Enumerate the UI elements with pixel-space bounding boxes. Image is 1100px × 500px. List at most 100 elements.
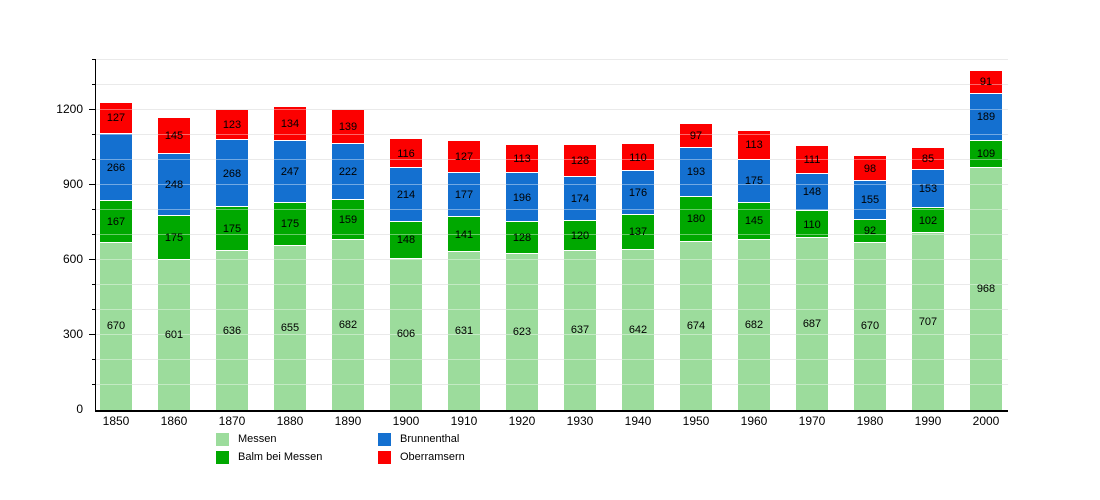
bar-value-label: 141 <box>454 228 474 241</box>
bar-segment-oberramsern-1930 <box>564 145 596 178</box>
gridline-overlay <box>96 309 1008 310</box>
bar-value-label: 631 <box>454 325 474 338</box>
y-axis-tick <box>92 84 96 85</box>
bar-segment-oberramsern-1920 <box>506 145 538 174</box>
bar-value-label: 176 <box>628 187 648 200</box>
x-axis-label: 1900 <box>392 414 420 428</box>
bar-segment-balm-bei-messen-1930 <box>564 220 596 251</box>
gridline-overlay <box>96 234 1008 235</box>
gridline-overlay <box>96 384 1008 385</box>
gridline-overlay <box>96 284 1008 285</box>
gridline <box>96 234 1008 235</box>
gridline <box>96 334 1008 335</box>
legend-item-oberramsern: Oberramsern <box>378 450 465 464</box>
legend-label-balm-bei-messen: Balm bei Messen <box>238 451 323 463</box>
y-axis-tick <box>89 334 96 335</box>
bar-segment-messen-1910 <box>448 252 480 410</box>
bar-segment-messen-1930 <box>564 250 596 410</box>
legend-swatch-brunnenthal <box>378 432 391 446</box>
bar-value-label: 139 <box>338 120 358 133</box>
x-axis-label: 1960 <box>740 414 768 428</box>
bar-value-label: 196 <box>512 191 532 204</box>
y-axis-label: 300 <box>62 327 83 341</box>
bar-value-label: 642 <box>628 323 648 336</box>
bar-value-label: 137 <box>628 226 648 239</box>
x-axis-label: 1940 <box>624 414 652 428</box>
bar-segment-brunnenthal-1970 <box>796 173 828 211</box>
bar-segment-messen-1980 <box>854 242 886 410</box>
x-axis-label: 1870 <box>218 414 246 428</box>
bar-segment-balm-bei-messen-1950 <box>680 196 712 242</box>
bar-segment-oberramsern-1880 <box>274 107 306 141</box>
y-axis-tick <box>89 109 96 110</box>
bar-segment-oberramsern-1980 <box>854 156 886 181</box>
legend-label-messen: Messen <box>238 433 277 445</box>
bar-value-label: 682 <box>338 318 358 331</box>
legend-swatch-oberramsern <box>378 450 391 464</box>
gridline-overlay <box>96 209 1008 210</box>
y-axis-label: 900 <box>62 177 83 191</box>
bar-value-label: 175 <box>744 175 764 188</box>
bar-segment-brunnenthal-1920 <box>506 173 538 223</box>
legend-item-messen: Messen <box>216 432 378 446</box>
bar-value-label: 155 <box>860 194 880 207</box>
plot-area: 670 167 266 127 601 175 248 145 636 175 268 123 655 1… <box>94 59 1008 412</box>
bar-value-label: 623 <box>512 326 532 339</box>
bar-segment-messen-1950 <box>680 241 712 410</box>
bar-segment-oberramsern-1870 <box>216 109 248 141</box>
gridline-overlay <box>96 359 1008 360</box>
bar-value-label: 222 <box>338 166 358 178</box>
x-axis: 1850 1860 1870 1880 1890 1900 1910 1920 1930 1940… <box>96 414 1008 430</box>
bar-value-label: 247 <box>280 165 300 178</box>
y-axis-label: 0 <box>76 402 83 416</box>
bar-segment-balm-bei-messen-1870 <box>216 207 248 251</box>
x-axis-label: 1920 <box>508 414 536 428</box>
bar-value-label: 92 <box>863 225 877 237</box>
bar-segment-balm-bei-messen-1910 <box>448 217 480 253</box>
legend-item-brunnenthal: Brunnenthal <box>378 432 465 446</box>
bar-value-label: 670 <box>106 320 126 333</box>
bar-value-label: 177 <box>454 188 474 201</box>
bar-value-label: 175 <box>222 223 242 236</box>
gridline-overlay <box>96 134 1008 135</box>
x-axis-label: 1860 <box>160 414 188 428</box>
bar-value-label: 145 <box>164 129 184 142</box>
bar-value-label: 113 <box>513 153 531 166</box>
bar-value-label: 707 <box>918 315 938 328</box>
gridline-overlay <box>96 84 1008 85</box>
bar-value-label: 123 <box>222 118 242 131</box>
bar-value-label: 85 <box>921 152 935 165</box>
bar-segment-oberramsern-1910 <box>448 141 480 173</box>
bar-value-label: 145 <box>744 215 764 228</box>
bar-value-label: 670 <box>860 320 880 333</box>
x-axis-label: 1910 <box>450 414 478 428</box>
y-axis-tick <box>89 259 96 260</box>
bar-value-label: 102 <box>918 214 938 227</box>
bar-segment-brunnenthal-1980 <box>854 180 886 220</box>
y-axis-label: 600 <box>62 252 83 266</box>
bar-segment-messen-1860 <box>158 259 190 410</box>
bar-value-label: 214 <box>396 188 416 201</box>
bar-value-label: 175 <box>164 231 184 244</box>
x-axis-line <box>94 410 1008 412</box>
bar-segment-brunnenthal-1990 <box>912 169 944 208</box>
x-axis-label: 1890 <box>334 414 362 428</box>
bar-value-label: 148 <box>396 234 416 246</box>
y-axis-tick <box>92 309 96 310</box>
y-axis-tick <box>92 359 96 360</box>
bar-segment-oberramsern-1860 <box>158 117 190 154</box>
y-axis-tick <box>89 184 96 185</box>
bar-value-label: 159 <box>338 213 358 226</box>
bar-value-label: 655 <box>280 322 300 335</box>
bar-segment-brunnenthal-1850 <box>100 134 132 201</box>
bar-segment-balm-bei-messen-1850 <box>100 200 132 243</box>
bar-value-label: 606 <box>396 328 416 341</box>
y-axis-tick <box>92 134 96 135</box>
legend-label-oberramsern: Oberramsern <box>400 451 465 463</box>
bar-value-label: 637 <box>570 324 590 337</box>
bar-value-label: 98 <box>863 162 877 175</box>
bar-value-label: 113 <box>745 139 763 152</box>
bar-value-label: 174 <box>570 193 590 205</box>
bar-segment-messen-1850 <box>100 242 132 410</box>
x-axis-label: 2000 <box>972 414 1000 428</box>
